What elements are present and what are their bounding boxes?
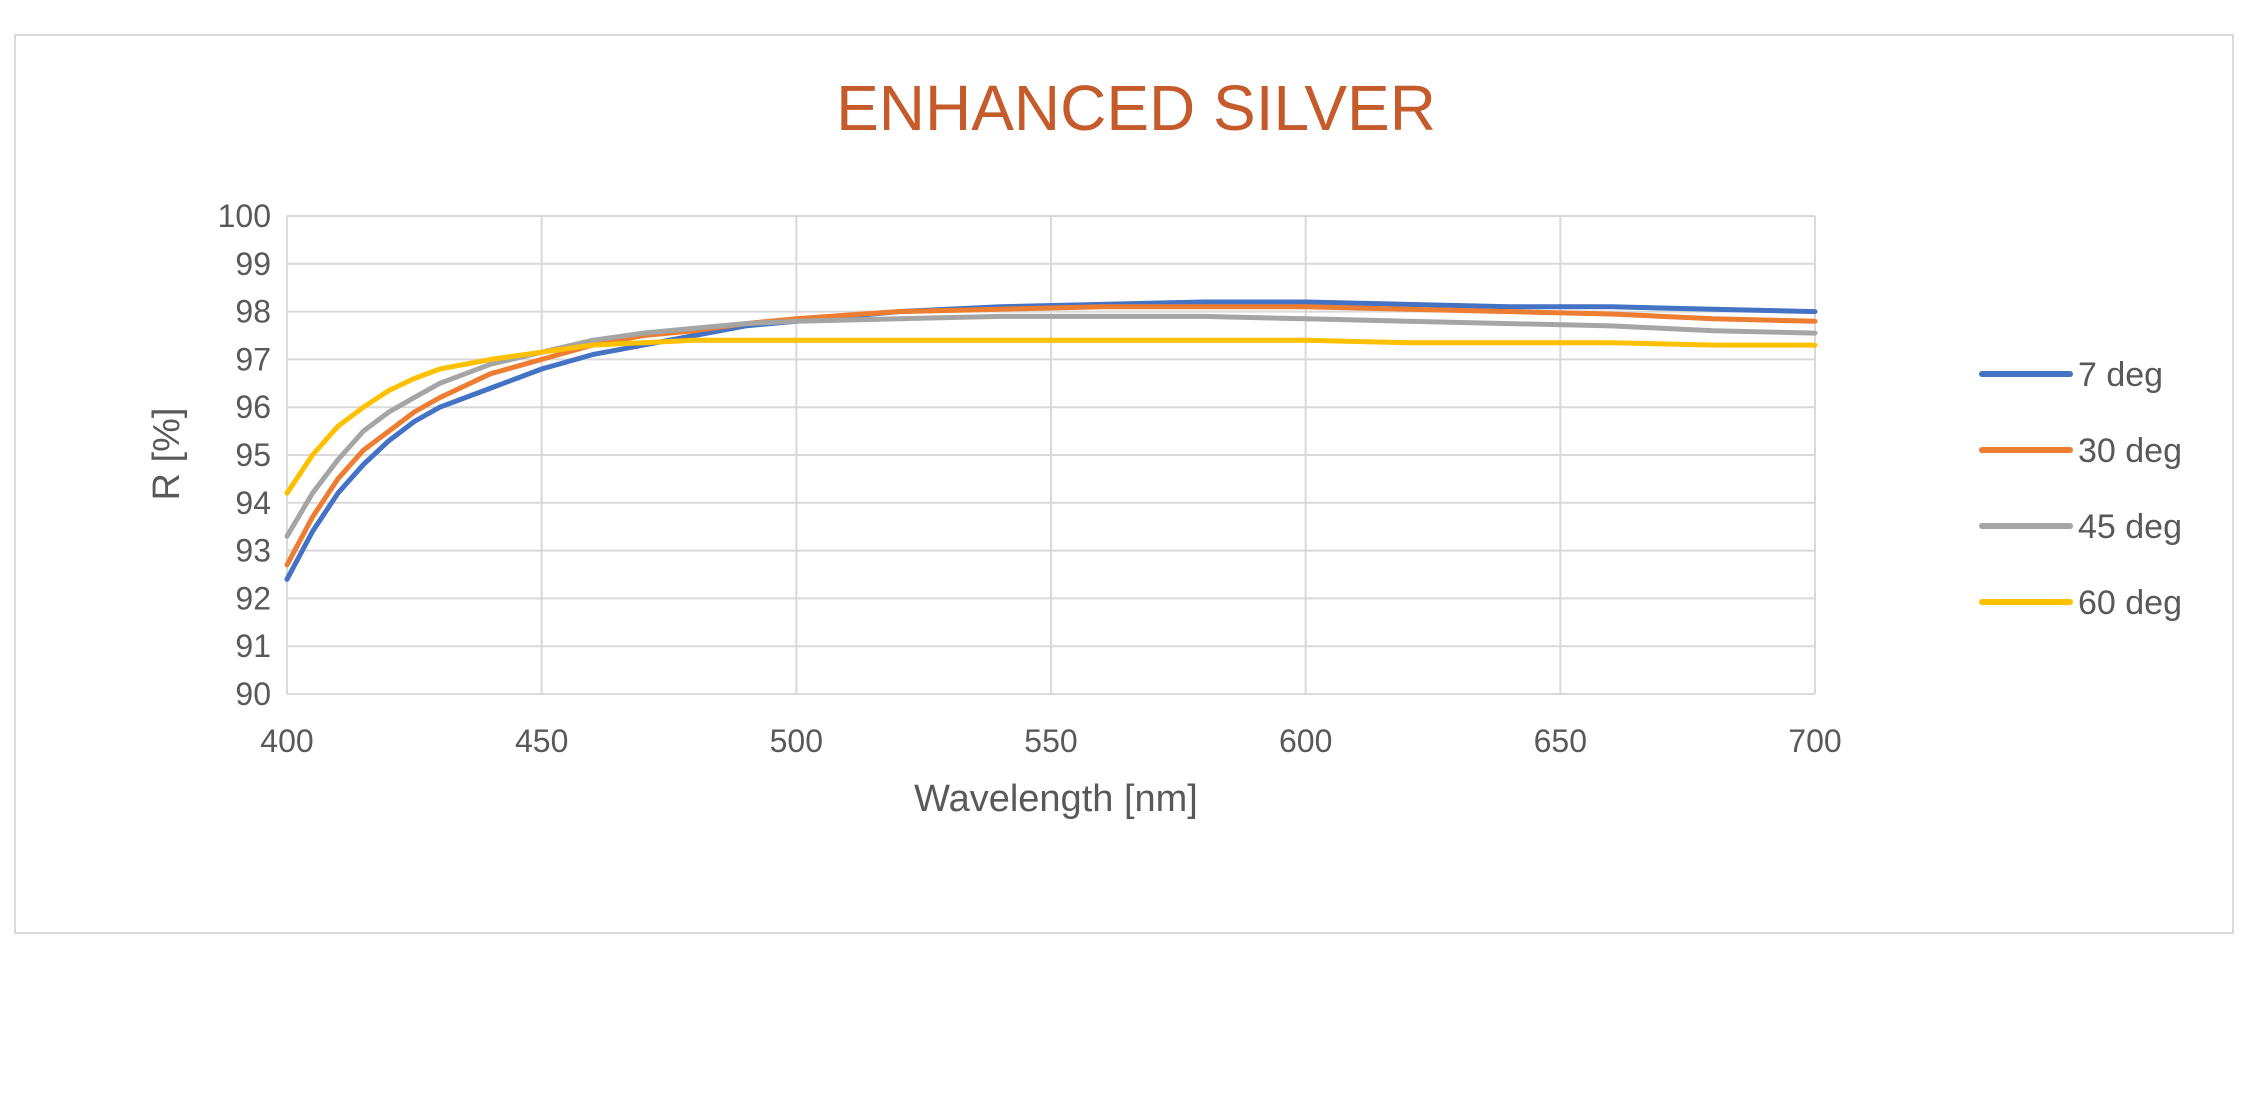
series-lines	[284, 299, 1818, 582]
chart-area: ENHANCED SILVER 90 91 92 93 94 95 96 97 98 99 100 4…	[14, 34, 2234, 934]
series-line-60-deg	[284, 337, 1818, 496]
y-tick-label: 98	[235, 294, 271, 330]
grid	[286, 215, 1816, 695]
chart-title: ENHANCED SILVER	[836, 72, 1436, 144]
y-axis-title: R [%]	[146, 408, 188, 501]
y-tick-label: 92	[235, 580, 271, 616]
series-line-7-deg	[284, 299, 1818, 582]
x-tick-label: 400	[260, 723, 313, 759]
legend-label: 60 deg	[2078, 584, 2182, 622]
legend-label: 45 deg	[2078, 508, 2182, 546]
y-tick-label: 93	[235, 533, 271, 569]
line-chart: ENHANCED SILVER 90 91 92 93 94 95 96 97 98 99 100 4…	[146, 72, 2182, 820]
x-tick-label: 500	[770, 723, 823, 759]
y-tick-label: 94	[235, 485, 271, 521]
x-tick-label: 450	[515, 723, 568, 759]
legend-label: 30 deg	[2078, 432, 2182, 470]
y-tick-label: 99	[235, 246, 271, 282]
y-tick-label: 96	[235, 389, 271, 425]
legend: 7 deg 30 deg 45 deg 60 deg	[1979, 356, 2182, 622]
x-tick-label: 650	[1534, 723, 1587, 759]
series-line-45-deg	[284, 313, 1818, 539]
x-tick-label: 550	[1024, 723, 1077, 759]
tick-labels: 90 91 92 93 94 95 96 97 98 99 100 400 450 500 550 600 65…	[218, 198, 1842, 759]
legend-label: 7 deg	[2078, 356, 2163, 394]
y-tick-label: 97	[235, 341, 271, 377]
x-axis-title: Wavelength [nm]	[914, 778, 1198, 820]
y-tick-label: 95	[235, 437, 271, 473]
y-tick-label: 90	[235, 676, 271, 712]
x-tick-label: 700	[1788, 723, 1841, 759]
x-tick-label: 600	[1279, 723, 1332, 759]
y-tick-label: 100	[218, 198, 271, 234]
y-tick-label: 91	[235, 628, 271, 664]
